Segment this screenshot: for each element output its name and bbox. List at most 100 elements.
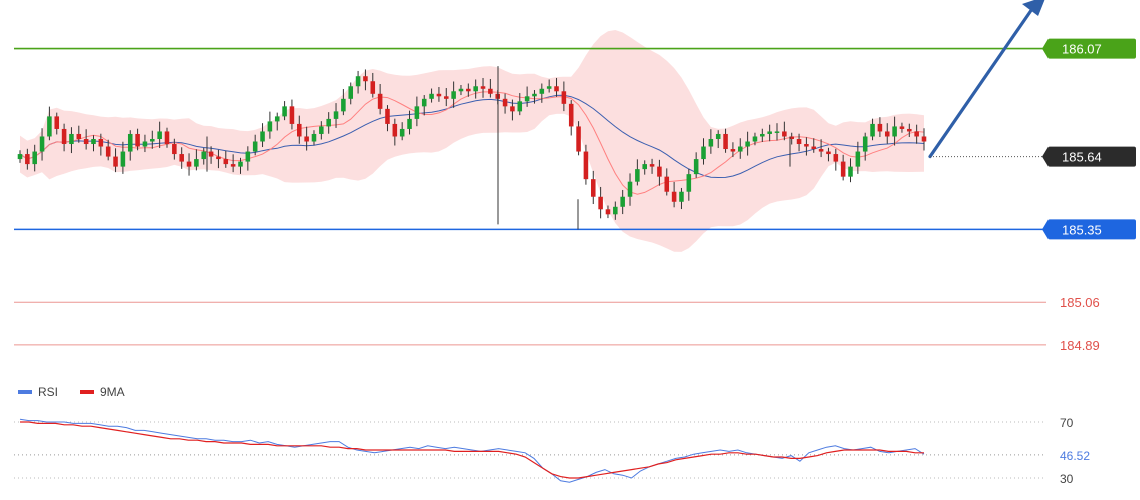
candle [186, 153, 192, 176]
candle [576, 121, 581, 156]
support-line-2-label: 185.06 [1060, 295, 1100, 310]
candle [194, 149, 199, 171]
candle [127, 130, 133, 161]
candle [164, 127, 170, 148]
candle [17, 150, 23, 163]
candle [458, 85, 464, 96]
candle [201, 147, 207, 165]
candle [804, 137, 809, 156]
candle [421, 95, 427, 116]
candle [620, 189, 625, 215]
candle [848, 158, 853, 183]
candle [223, 150, 229, 168]
candle [385, 105, 390, 132]
candle [598, 186, 603, 219]
candle [319, 121, 324, 140]
candle [649, 158, 655, 174]
candle [517, 93, 523, 116]
rsi-current-label: 46.52 [1060, 449, 1090, 463]
candle [355, 70, 361, 94]
candle [473, 79, 478, 99]
candle [613, 201, 618, 220]
candle [297, 115, 302, 144]
candle [69, 127, 74, 154]
candle [54, 112, 60, 135]
candle [392, 118, 398, 146]
candle [870, 118, 875, 141]
current-price-badge [1048, 146, 1136, 167]
price-levels [14, 47, 1048, 346]
candle [899, 122, 905, 133]
candle [826, 147, 831, 162]
candle [311, 130, 317, 146]
candle [590, 170, 596, 205]
candle [370, 72, 376, 98]
candle [377, 84, 383, 115]
candle [32, 144, 37, 172]
candle [752, 132, 758, 146]
candle [443, 88, 449, 107]
candle [774, 123, 780, 141]
moving-average-fast [19, 91, 925, 195]
candle [157, 121, 162, 149]
candle [488, 78, 493, 98]
candle [216, 149, 221, 169]
candle [693, 152, 699, 178]
candle [25, 148, 30, 170]
candle [730, 142, 736, 158]
candle [135, 128, 140, 151]
candle [105, 139, 111, 161]
candle [61, 123, 67, 152]
candle [76, 125, 82, 143]
candle [745, 131, 750, 156]
candle [39, 128, 45, 161]
level-labels: 186.07 185.35 185.06 184.89 185.64 [930, 38, 1136, 353]
rsi-level-label: 30 [1060, 472, 1074, 486]
arrow-head [1022, 0, 1045, 16]
candle [414, 96, 420, 127]
candle [907, 123, 912, 137]
rsi-level-label: 70 [1060, 416, 1074, 430]
candle [701, 138, 706, 165]
candle [341, 89, 346, 116]
candle [811, 138, 817, 153]
bollinger-band [19, 30, 925, 252]
candle [120, 141, 126, 174]
candle [304, 126, 309, 151]
candle [407, 110, 412, 135]
candle [789, 132, 794, 145]
candle [833, 148, 839, 171]
candle [208, 146, 214, 164]
candles [17, 66, 927, 230]
candle [267, 111, 273, 139]
candle [568, 100, 574, 136]
candle [260, 123, 265, 148]
candle [855, 141, 861, 174]
candle [98, 133, 104, 156]
candle [884, 123, 890, 144]
legend-label: 9MA [100, 385, 125, 399]
candle [627, 173, 633, 206]
candle [348, 82, 354, 105]
candle [150, 130, 155, 149]
current-price-label: 185.64 [1062, 150, 1102, 165]
candle [451, 81, 456, 108]
candle [238, 157, 243, 174]
rsi-ma-line [20, 421, 924, 479]
candle [767, 124, 772, 142]
candle [583, 144, 589, 185]
candle [657, 159, 662, 186]
candle [289, 99, 295, 130]
candle [480, 77, 486, 98]
candle [252, 134, 258, 156]
candle [921, 128, 927, 151]
resistance-line-badge [1048, 38, 1136, 59]
support-line-badge [1048, 219, 1136, 240]
candle [862, 132, 868, 161]
candle [796, 133, 802, 152]
candle [179, 147, 184, 169]
candle [429, 88, 434, 103]
candle [605, 205, 611, 219]
candle [83, 129, 89, 150]
